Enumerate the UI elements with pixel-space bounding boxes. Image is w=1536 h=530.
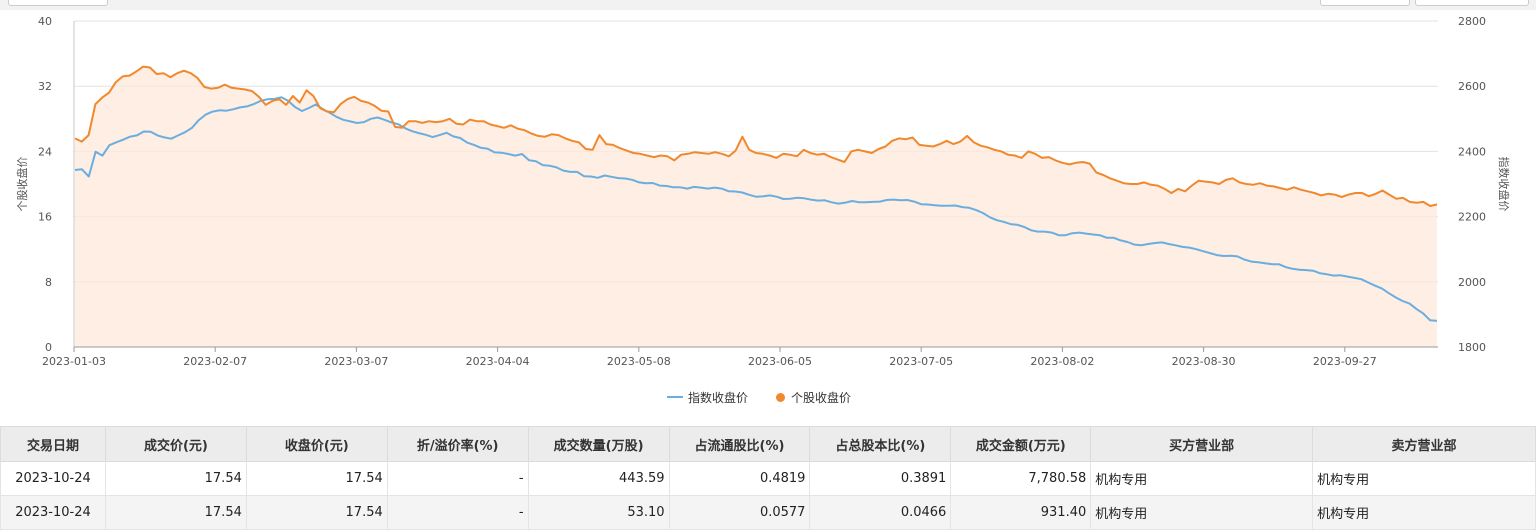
toolbar-left-button[interactable] <box>8 0 108 6</box>
col-header[interactable]: 成交数量(万股) <box>527 426 670 462</box>
x-tick-label: 2023-01-03 <box>42 355 106 368</box>
top-toolbar <box>0 0 1536 10</box>
cell-volume: 443.59 <box>527 461 670 496</box>
cell-seller[interactable]: 机构专用 <box>1312 495 1536 530</box>
left-tick-label: 8 <box>45 276 52 289</box>
col-header[interactable]: 成交金额(万元) <box>950 426 1092 462</box>
right-tick-label: 2400 <box>1458 145 1486 158</box>
price-chart: 0 8 16 24 32 40 1800 2000 2200 2400 2600 2800 2023… <box>15 15 1511 368</box>
col-header[interactable]: 成交价(元) <box>104 426 247 462</box>
x-tick-label: 2023-08-30 <box>1172 355 1236 368</box>
cell-total-ratio: 0.0466 <box>809 495 952 530</box>
col-header[interactable]: 折/溢价率(%) <box>386 426 529 462</box>
legend-dot-icon <box>776 392 785 402</box>
right-axis-ticks: 1800 2000 2200 2400 2600 2800 <box>1458 15 1486 354</box>
toolbar-right-button-1[interactable] <box>1320 0 1410 6</box>
legend-line-icon <box>667 396 683 398</box>
left-tick-label: 40 <box>38 15 52 28</box>
col-header[interactable]: 占总股本比(%) <box>809 426 952 462</box>
cell-float-ratio: 0.0577 <box>668 495 811 530</box>
table-row: 2023-10-24 17.54 17.54 - 53.10 0.0577 0.… <box>0 495 1536 530</box>
col-header[interactable]: 占流通股比(%) <box>668 426 811 462</box>
x-tick-label: 2023-03-07 <box>324 355 388 368</box>
cell-trade-price: 17.54 <box>104 461 247 496</box>
cell-premium-rate: - <box>386 461 529 496</box>
left-axis-ticks: 0 8 16 24 32 40 <box>38 15 52 354</box>
x-tick-label: 2023-05-08 <box>607 355 671 368</box>
legend-label-stock: 个股收盘价 <box>791 390 852 405</box>
col-header[interactable]: 收盘价(元) <box>245 426 388 462</box>
x-tick-label: 2023-06-05 <box>748 355 812 368</box>
legend-label-index: 指数收盘价 <box>688 390 749 405</box>
left-tick-label: 16 <box>38 211 52 224</box>
col-header[interactable]: 交易日期 <box>0 426 106 462</box>
left-tick-label: 0 <box>45 341 52 354</box>
right-tick-label: 1800 <box>1458 341 1486 354</box>
x-tick-label: 2023-09-27 <box>1313 355 1377 368</box>
legend-item-index[interactable]: 指数收盘价 <box>667 388 748 406</box>
right-tick-label: 2200 <box>1458 211 1486 224</box>
cell-close-price: 17.54 <box>245 461 388 496</box>
left-tick-label: 32 <box>38 80 52 93</box>
cell-total-ratio: 0.3891 <box>809 461 952 496</box>
cell-premium-rate: - <box>386 495 529 530</box>
cell-amount: 7,780.58 <box>950 461 1092 496</box>
cell-amount: 931.40 <box>950 495 1092 530</box>
block-trade-table: 交易日期 成交价(元) 收盘价(元) 折/溢价率(%) 成交数量(万股) 占流通… <box>0 426 1536 530</box>
x-tick-label: 2023-08-02 <box>1030 355 1094 368</box>
cell-close-price: 17.54 <box>245 495 388 530</box>
col-header[interactable]: 买方营业部 <box>1090 426 1314 462</box>
stock-close-line <box>74 65 1438 207</box>
cell-seller[interactable]: 机构专用 <box>1312 461 1536 496</box>
cell-buyer[interactable]: 机构专用 <box>1090 461 1314 496</box>
cell-trade-price: 17.54 <box>104 495 247 530</box>
right-tick-label: 2800 <box>1458 15 1486 28</box>
toolbar-right-button-2[interactable] <box>1415 0 1529 6</box>
right-tick-label: 2600 <box>1458 80 1486 93</box>
cell-buyer[interactable]: 机构专用 <box>1090 495 1314 530</box>
col-header[interactable]: 卖方营业部 <box>1312 426 1536 462</box>
cell-volume: 53.10 <box>527 495 670 530</box>
legend-item-stock[interactable]: 个股收盘价 <box>776 388 851 406</box>
x-tick-label: 2023-07-05 <box>889 355 953 368</box>
left-axis-label: 个股收盘价 <box>15 157 29 212</box>
left-tick-label: 24 <box>38 145 52 158</box>
cell-date: 2023-10-24 <box>0 495 106 530</box>
right-axis-label: 指数收盘价 <box>1497 157 1511 212</box>
x-tick-label: 2023-04-04 <box>466 355 530 368</box>
table-header-row: 交易日期 成交价(元) 收盘价(元) 折/溢价率(%) 成交数量(万股) 占流通… <box>0 426 1536 462</box>
cell-date: 2023-10-24 <box>0 461 106 496</box>
cell-float-ratio: 0.4819 <box>668 461 811 496</box>
right-tick-label: 2000 <box>1458 276 1486 289</box>
x-axis-ticks: 2023-01-03 2023-02-07 2023-03-07 2023-04-04… <box>42 347 1377 368</box>
chart-legend: 指数收盘价 个股收盘价 <box>0 388 1536 406</box>
table-row: 2023-10-24 17.54 17.54 - 443.59 0.4819 0… <box>0 461 1536 496</box>
x-tick-label: 2023-02-07 <box>183 355 247 368</box>
stock-area-fill <box>75 66 1437 347</box>
index-close-line <box>74 96 1438 322</box>
